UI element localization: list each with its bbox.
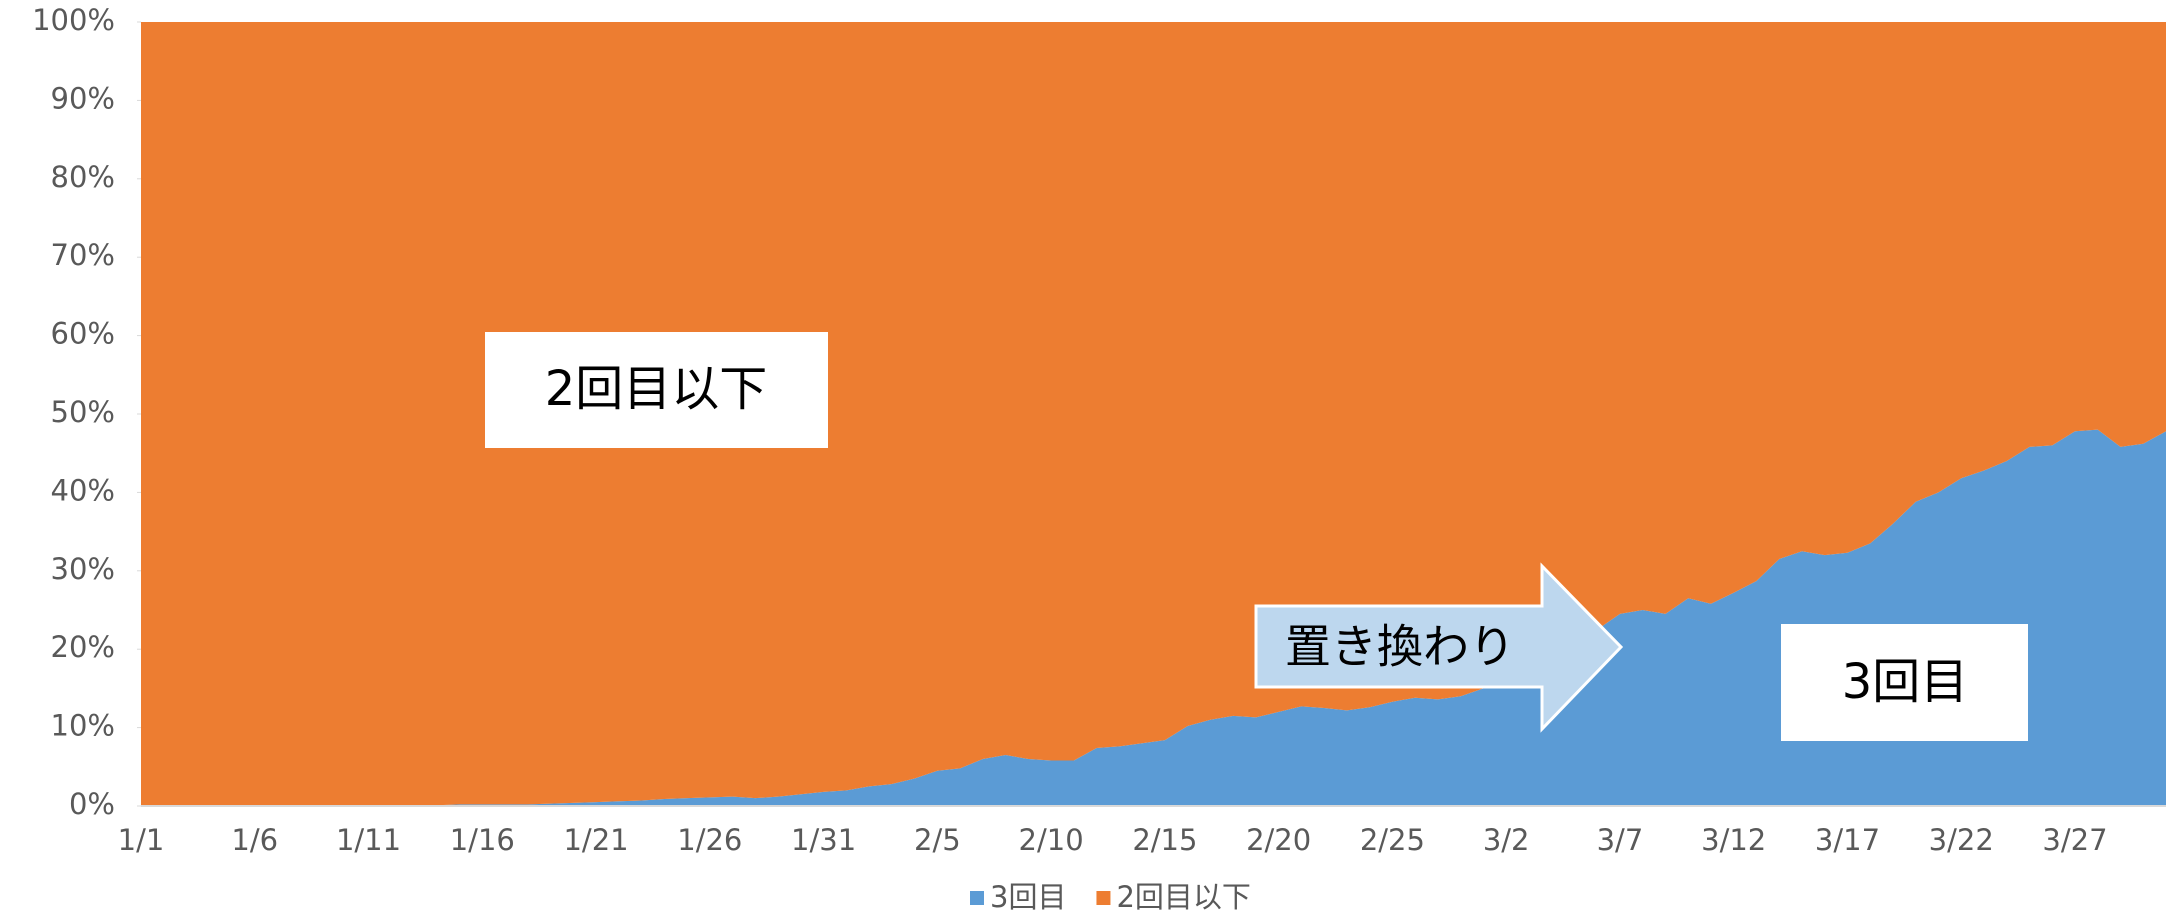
x-tick-label: 3/2 [1483, 823, 1530, 857]
x-tick-label: 3/7 [1597, 823, 1644, 857]
x-tick-label: 3/22 [1929, 823, 1994, 857]
annotation: 置き換わり [1285, 620, 1515, 674]
y-tick-label: 70% [51, 238, 115, 272]
legend-label: 3回目 [990, 880, 1066, 914]
arrow [1254, 562, 1624, 733]
y-tick-label: 80% [51, 160, 115, 194]
legend-swatch [1096, 891, 1111, 905]
legend-swatch [970, 891, 984, 905]
x-tick-label: 1/16 [450, 823, 515, 857]
y-tick-label: 20% [51, 630, 115, 664]
annotation-box [485, 332, 828, 448]
x-tick-label: 1/21 [563, 823, 628, 857]
area [141, 22, 2166, 806]
x-tick-label: 1/6 [231, 823, 278, 857]
x-tick-label: 2/25 [1360, 823, 1425, 857]
x-tick-label: 1/31 [791, 823, 856, 857]
x-tick-label: 2/15 [1132, 823, 1197, 857]
legend-label: 2回目以下 [1116, 880, 1250, 914]
x-tick-label: 3/12 [1701, 823, 1766, 857]
y-tick-label: 10% [51, 709, 115, 743]
area [141, 429, 2166, 806]
x-tick-label: 3/17 [1815, 823, 1880, 857]
x-tick-label: 3/27 [2042, 823, 2107, 857]
annotation-box [1781, 624, 2028, 741]
annotation: 2回目以下 [545, 361, 768, 417]
y-tick-label: 30% [51, 552, 115, 586]
y-tick-label: 60% [51, 317, 115, 351]
y-tick-label: 100% [32, 3, 115, 37]
x-tick-label: 1/11 [336, 823, 401, 857]
areas [141, 22, 2166, 806]
x-tick-label: 1/1 [118, 823, 165, 857]
x-tick-label: 2/20 [1246, 823, 1311, 857]
annotation: 3回目 [1842, 654, 1969, 710]
x-tick-label: 2/5 [914, 823, 961, 857]
y-tick-label: 40% [51, 473, 115, 507]
x-tick-label: 2/10 [1019, 823, 1084, 857]
y-tick-label: 50% [51, 395, 115, 429]
x-tick-label: 1/26 [677, 823, 742, 857]
y-tick-label: 0% [69, 787, 115, 821]
y-tick-label: 90% [51, 81, 115, 115]
